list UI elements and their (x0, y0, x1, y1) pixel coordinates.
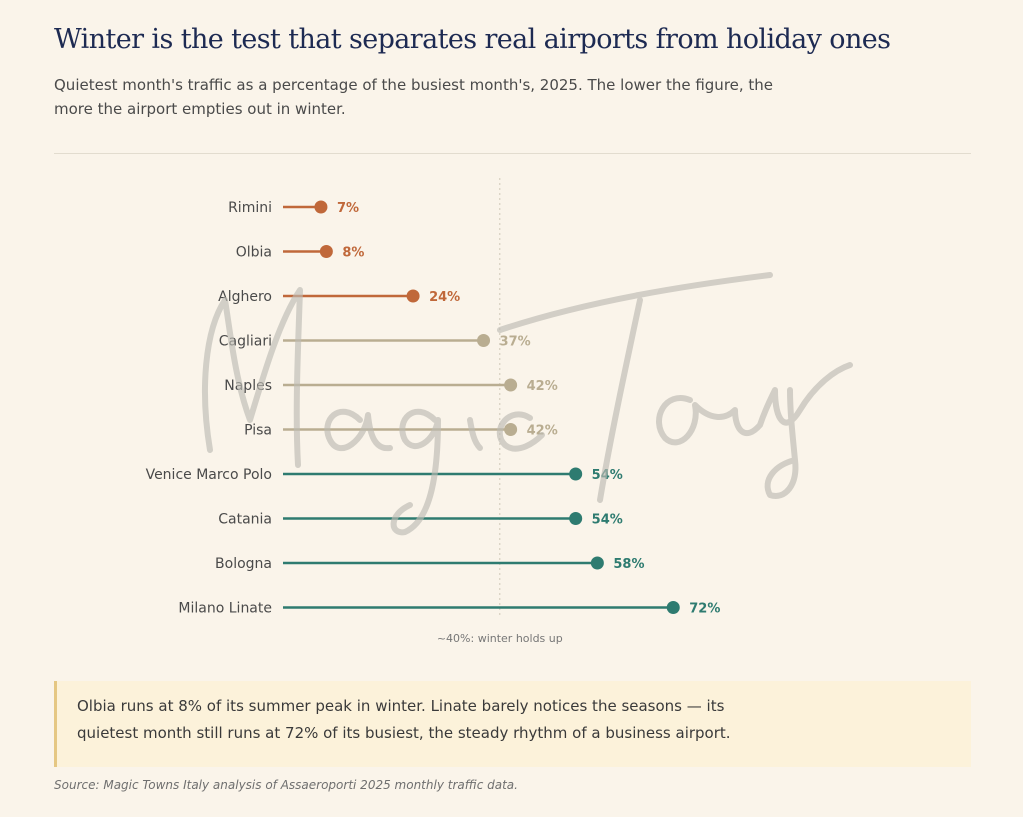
value-label: 7% (337, 201, 359, 216)
data-point (319, 245, 333, 258)
category-label: Bologna (215, 556, 272, 572)
reference-line-label: ~40%: winter holds up (437, 632, 563, 645)
data-point (504, 423, 518, 436)
category-label: Venice Marco Polo (146, 467, 272, 483)
value-label: 24% (429, 290, 460, 305)
category-label: Cagliari (219, 334, 272, 350)
category-label: Rimini (228, 200, 272, 216)
category-label: Alghero (218, 289, 272, 305)
callout-text: Olbia runs at 8% of its summer peak in w… (77, 697, 731, 742)
data-point (477, 334, 491, 347)
source-note: Source: Magic Towns Italy analysis of As… (54, 778, 518, 792)
data-point (504, 378, 518, 392)
category-label: Naples (224, 378, 272, 394)
category-label: Pisa (244, 423, 272, 439)
chart-subtitle: Quietest month's traffic as a percentage… (54, 76, 774, 118)
value-label: 72% (689, 602, 720, 617)
chart-title: Winter is the test that separates real a… (54, 24, 891, 55)
data-point (406, 289, 420, 303)
insight-callout: Olbia runs at 8% of its summer peak in w… (54, 681, 971, 767)
value-label: 42% (527, 424, 558, 439)
value-label: 37% (500, 335, 531, 350)
category-label: Catania (218, 512, 272, 528)
data-point (569, 512, 583, 525)
data-point (666, 601, 680, 614)
header-divider (54, 153, 971, 154)
value-label: 58% (613, 557, 644, 572)
data-point (569, 467, 583, 481)
category-label: Olbia (236, 245, 272, 261)
data-point (590, 556, 604, 570)
category-label: Milano Linate (178, 601, 272, 617)
dot-plot-chart: ~40%: winter holds up Rimini 7% Olbia 8% Algh… (146, 178, 720, 645)
data-point (314, 200, 328, 214)
value-label: 54% (592, 513, 623, 528)
value-label: 42% (527, 379, 558, 394)
value-label: 8% (342, 246, 364, 261)
value-label: 54% (592, 468, 623, 483)
